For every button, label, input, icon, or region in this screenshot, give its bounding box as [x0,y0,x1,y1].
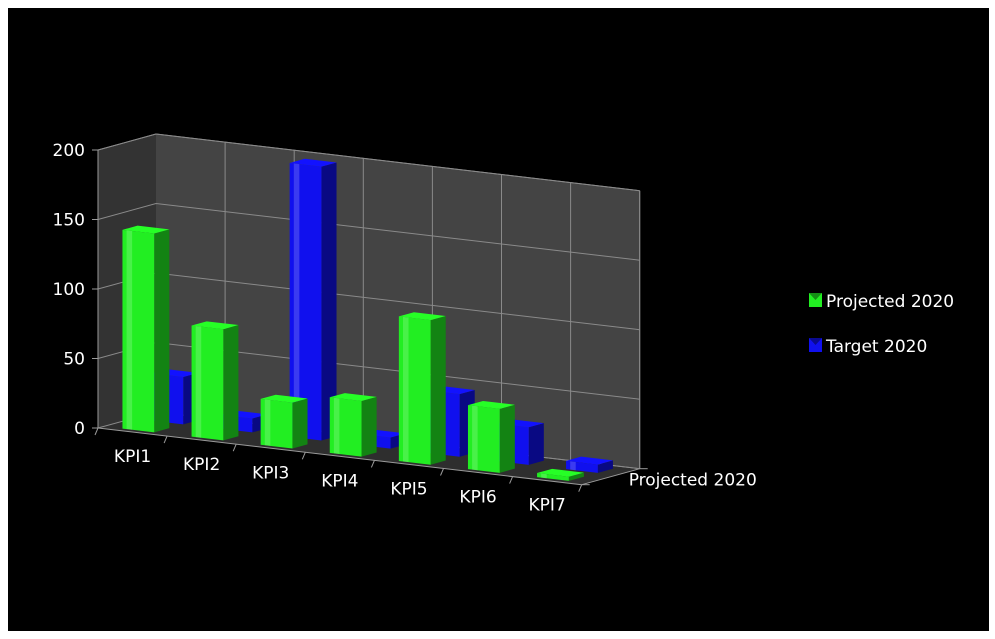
category-tick-label: KPI6 [459,488,496,508]
category-tick-mark [163,435,168,444]
gridline-horizontal [97,202,640,261]
depth-axis-label: Projected 2020 [629,471,757,491]
bar-highlight [333,397,340,455]
category-tick-mark [440,468,444,476]
bar-projected-kpi5 [398,312,446,465]
bar-projected-kpi2 [191,321,239,441]
bar-side [430,315,446,465]
bar-projected-kpi1 [122,225,170,433]
bar-highlight [126,230,133,430]
bar-side [597,460,613,473]
bar-top [260,394,308,403]
axes [92,149,648,492]
value-tick-label: 0 [74,419,85,439]
category-tick-mark [94,427,99,436]
category-tick-label: KPI7 [529,496,566,516]
category-tick-label: KPI5 [390,479,427,499]
chart-area: 0 50 100 150 200 KPI1 KPI2 KPI3 KPI4 KPI5 KPI6 KPI7… [8,8,989,631]
bar-front [191,325,224,441]
bar-highlight [570,461,576,471]
value-tick-label: 150 [53,211,85,231]
bar-projected-kpi7 [537,468,584,481]
bar-side [154,229,170,433]
legend-item-target: Target 2020 [809,337,927,357]
bar-top [191,321,239,330]
bar-front [122,229,155,433]
bar-highlight [472,405,478,471]
value-tick-label: 100 [53,280,85,300]
bar-top [537,468,584,477]
bar-target-kpi3 [289,158,337,441]
bar-highlight [264,399,271,446]
bar-side [568,472,584,481]
category-tick-label: KPI4 [321,471,358,491]
legend-item-projected: Projected 2020 [809,292,954,312]
category-tick-label: KPI2 [183,455,220,475]
bar-top [329,393,377,402]
bar-top [566,456,613,465]
bar-side [528,423,544,465]
category-tick-label: KPI3 [252,463,289,483]
bar-top [289,158,337,167]
bar-highlight [195,325,202,438]
legend-label: Target 2020 [825,337,927,357]
category-tick-mark [509,476,514,484]
bar-side [292,398,308,449]
legend-swatch-shade [809,293,822,300]
value-tick-label: 200 [53,141,85,161]
bar-front [329,397,362,457]
category-axis-line [97,427,582,486]
bar-projected-kpi6 [467,400,515,473]
bar-front [398,316,431,465]
category-tick-mark [232,444,237,452]
axis-labels: 0 50 100 150 200 KPI1 KPI2 KPI3 KPI4 KPI5 KPI6 KPI7… [53,141,757,516]
bar-front [566,460,598,473]
chart-svg: 0 50 100 150 200 KPI1 KPI2 KPI3 KPI4 KPI5 KPI6 KPI7… [53,133,954,516]
plot-box-edge [155,133,640,192]
bar-side [361,396,377,457]
category-tick-mark [370,460,375,468]
legend-swatch-shade [809,338,822,345]
category-tick-label: KPI1 [114,447,151,467]
category-tick-mark [578,484,583,492]
bar-top [467,400,515,409]
bar-projected-kpi4 [329,393,377,457]
legend-label: Projected 2020 [826,292,954,312]
bar-highlight [293,163,300,438]
bar-top [122,225,170,234]
bar-highlight [541,473,547,479]
bar-top [398,312,446,321]
bar-front [289,162,322,441]
bar-side [499,404,515,473]
value-tick-label: 50 [63,350,85,370]
bar-front [260,398,293,449]
legend: Projected 2020 Target 2020 [809,292,954,357]
bar-target-kpi7 [566,456,613,473]
plot-box-edge [97,133,157,151]
bar-side [321,162,337,441]
bar-front [537,473,569,481]
bar-highlight [403,316,409,463]
category-tick-mark [301,452,306,460]
bar-front [467,405,500,473]
bar-group [122,158,613,481]
depth-axis-line [581,468,640,486]
bar-side [223,325,239,441]
bar-projected-kpi3 [260,394,308,449]
